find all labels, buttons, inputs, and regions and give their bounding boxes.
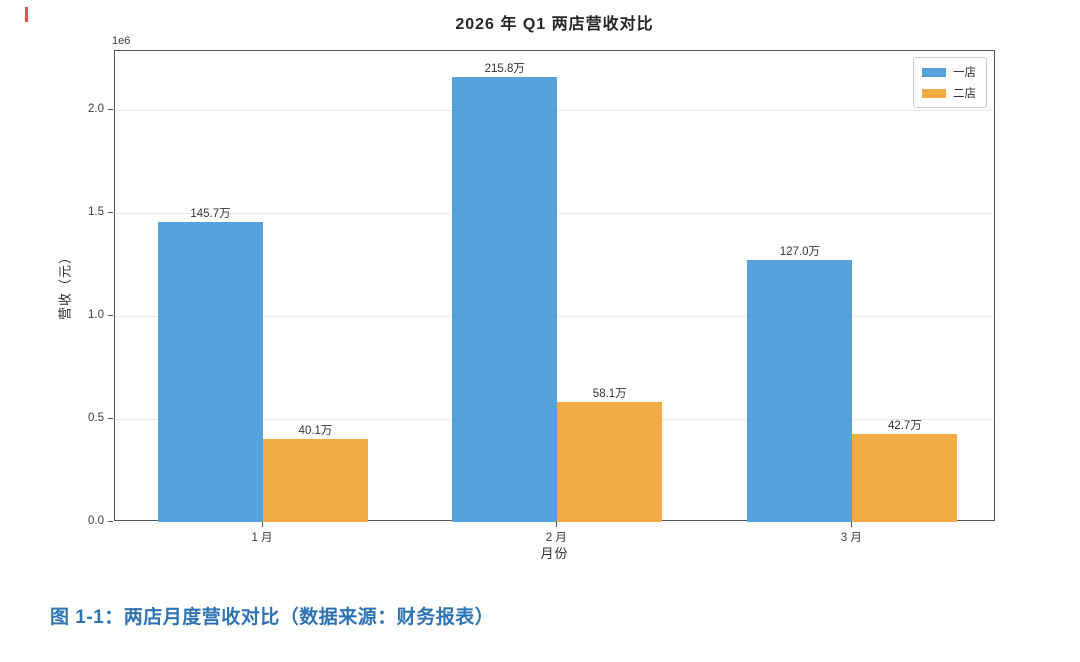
- y-tick-mark: [108, 211, 113, 213]
- y-axis-label: 营收（元）: [57, 249, 73, 321]
- bar-value-label: 40.1万: [298, 425, 333, 438]
- bar-value-label: 145.7万: [190, 207, 231, 220]
- bar-二店-3: [852, 434, 958, 522]
- bar-一店-1: [158, 221, 263, 522]
- y-tick-label: 0.0: [88, 515, 104, 527]
- y-tick-label: 1.5: [88, 205, 104, 218]
- x-tick-mark: [851, 522, 853, 527]
- legend-entry-二店: 二店: [922, 85, 976, 101]
- legend-label: 二店: [953, 88, 976, 100]
- bar-二店-2: [557, 402, 663, 522]
- x-tick-mark: [262, 522, 263, 527]
- y-tick-mark: [108, 108, 113, 110]
- y-tick-label: 2.0: [88, 102, 104, 115]
- y-tick-label: 1.0: [88, 308, 104, 321]
- y-tick-mark: [108, 417, 113, 419]
- bar-value-label: 127.0万: [779, 246, 821, 259]
- bar-chart-figure: 2026 年 Q1 两店营收对比 1e6 145.7万 215.8万 127.0万 4…: [57, 16, 995, 561]
- y-tick-mark: [108, 314, 113, 316]
- bar-value-label: 42.7万: [887, 420, 922, 433]
- bar-value-label: 215.8万: [484, 63, 525, 76]
- bar-一店-3: [747, 260, 853, 522]
- chart-title: 2026 年 Q1 两店营收对比: [455, 16, 654, 33]
- x-tick-mark: [556, 522, 558, 527]
- plot-area: 145.7万 215.8万 127.0万 40.1万 58.1万 42.7万: [114, 50, 995, 522]
- legend-swatch: [922, 88, 946, 98]
- legend-entry-一店: 一店: [922, 64, 976, 80]
- legend-swatch: [922, 67, 946, 77]
- legend: 一店 二店: [913, 57, 987, 108]
- y-axis-offset-text: 1e6: [112, 35, 131, 47]
- x-tick-label: 1 月: [251, 532, 273, 544]
- bar-一店-2: [452, 77, 558, 522]
- x-tick-label: 2 月: [545, 532, 567, 544]
- legend-label: 一店: [953, 67, 976, 79]
- figure-caption: 图 1-1：两店月度营收对比（数据来源：财务报表）: [50, 607, 495, 628]
- x-axis-label: 月份: [540, 546, 569, 561]
- bar-二店-1: [263, 439, 368, 522]
- y-tick-label: 0.5: [88, 411, 104, 424]
- x-tick-label: 3 月: [840, 532, 862, 544]
- y-tick-mark: [108, 521, 113, 522]
- red-caret-mark: [25, 7, 28, 22]
- bar-value-label: 58.1万: [592, 388, 627, 401]
